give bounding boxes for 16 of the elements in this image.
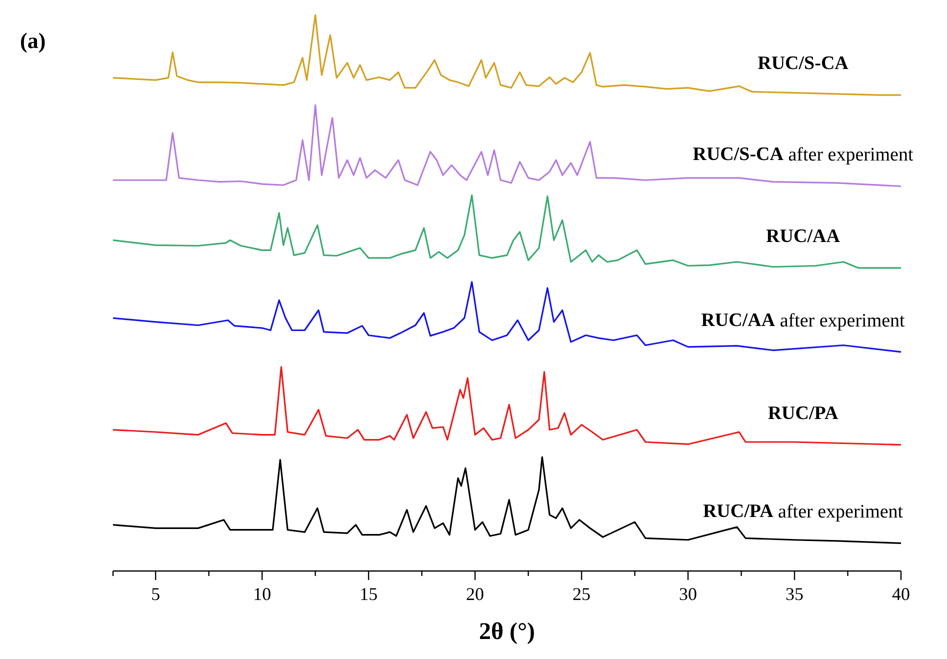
x-axis-title: 2θ (°) [478,619,536,645]
text: (a) [20,28,46,53]
series-label: RUC/S-CA [758,53,849,74]
series-label: RUC/PA after experiment [702,502,904,523]
series-label: RUC/S-CA after experiment [692,144,914,166]
series-label: RUC/PA [768,403,838,424]
x-tick-label: 5 [151,584,160,604]
x-tick-label: 25 [572,584,591,604]
x-tick-label: 35 [786,584,804,604]
x-tick-label: 20 [466,584,484,604]
x-tick-label: 10 [253,584,272,604]
x-tick-label: 40 [892,584,910,604]
x-tick-label: 15 [360,584,378,604]
x-tick-label: 30 [679,584,698,604]
series-label: RUC/AA [766,226,840,248]
series-label: RUC/AA after experiment [701,310,906,332]
